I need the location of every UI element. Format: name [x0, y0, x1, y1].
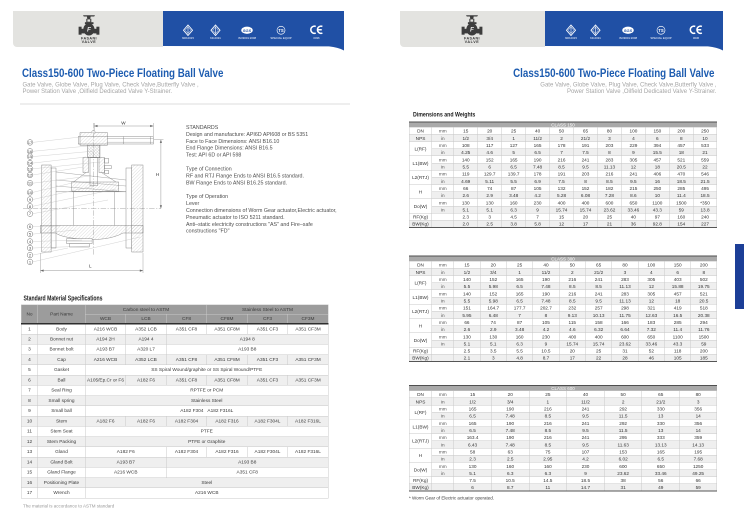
- svg-text:17: 17: [28, 140, 33, 145]
- svg-text:15: 15: [28, 154, 33, 159]
- svg-text:6: 6: [29, 224, 32, 229]
- svg-text:W: W: [121, 121, 126, 126]
- svg-text:SGS: SGS: [624, 28, 633, 33]
- svg-text:16: 16: [28, 149, 33, 154]
- svg-text:10: 10: [28, 190, 33, 195]
- svg-text:F: F: [87, 27, 92, 34]
- svg-text:14: 14: [28, 161, 33, 166]
- svg-text:TS: TS: [278, 28, 284, 33]
- svg-text:SGS: SGS: [243, 28, 252, 33]
- svg-text:11: 11: [28, 181, 33, 186]
- svg-text:FASANI: FASANI: [81, 37, 97, 41]
- svg-text:VALVE: VALVE: [465, 40, 480, 44]
- svg-text:3: 3: [29, 246, 32, 251]
- svg-text:8: 8: [29, 204, 32, 209]
- svg-text:9: 9: [29, 197, 32, 202]
- svg-text:5: 5: [29, 232, 32, 237]
- svg-text:L: L: [89, 264, 92, 269]
- svg-text:12: 12: [28, 173, 33, 178]
- svg-text:7: 7: [29, 211, 32, 216]
- svg-text:TS: TS: [658, 28, 664, 33]
- svg-text:2: 2: [29, 253, 32, 258]
- svg-text:13: 13: [28, 166, 33, 171]
- svg-text:H: H: [156, 172, 159, 177]
- svg-text:F: F: [470, 27, 475, 34]
- svg-text:1: 1: [29, 259, 32, 264]
- svg-text:4: 4: [29, 239, 32, 244]
- svg-text:VALVE: VALVE: [82, 40, 97, 44]
- svg-text:FASANI: FASANI: [464, 37, 480, 41]
